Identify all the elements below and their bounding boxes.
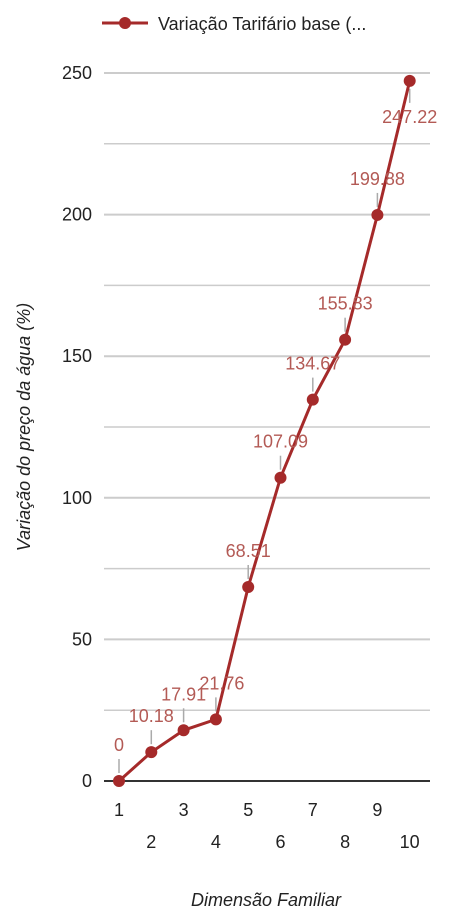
data-point[interactable] bbox=[371, 208, 384, 221]
data-label: 68.51 bbox=[226, 541, 271, 561]
y-tick-label: 100 bbox=[62, 488, 92, 508]
y-tick-label: 200 bbox=[62, 205, 92, 225]
y-tick-label: 50 bbox=[72, 629, 92, 649]
data-point[interactable] bbox=[306, 393, 319, 406]
data-label: 155.83 bbox=[318, 294, 373, 314]
x-axis-ticks: 1 2 3 4 5 6 7 8 9 10 bbox=[114, 800, 420, 852]
x-tick-label: 2 bbox=[146, 832, 156, 852]
series-points bbox=[113, 74, 416, 787]
x-tick-label: 3 bbox=[179, 800, 189, 820]
data-label: 107.09 bbox=[253, 432, 308, 452]
y-tick-label: 150 bbox=[62, 346, 92, 366]
x-tick-label: 5 bbox=[243, 800, 253, 820]
data-point[interactable] bbox=[339, 333, 352, 346]
label-leaders bbox=[118, 88, 411, 773]
x-tick-label: 8 bbox=[340, 832, 350, 852]
x-tick-label: 9 bbox=[372, 800, 382, 820]
data-label: 247.22 bbox=[382, 107, 437, 127]
x-tick-label: 1 bbox=[114, 800, 124, 820]
x-axis-title: Dimensão Familiar bbox=[191, 890, 342, 910]
legend-label: Variação Tarifário base (... bbox=[158, 14, 366, 34]
grid-lines bbox=[104, 72, 430, 711]
legend-marker-icon bbox=[119, 17, 131, 29]
y-tick-label: 0 bbox=[82, 771, 92, 791]
data-label: 199.88 bbox=[350, 169, 405, 189]
data-point[interactable] bbox=[403, 74, 416, 87]
y-tick-label: 250 bbox=[62, 63, 92, 83]
y-axis-ticks: 0 50 100 150 200 250 bbox=[62, 63, 92, 791]
series-line bbox=[118, 80, 412, 783]
x-tick-label: 4 bbox=[211, 832, 221, 852]
data-label: 10.18 bbox=[129, 706, 174, 726]
data-point[interactable] bbox=[113, 775, 125, 787]
data-point[interactable] bbox=[145, 746, 158, 759]
data-point[interactable] bbox=[274, 471, 287, 484]
data-label: 17.91 bbox=[161, 684, 206, 704]
data-label: 134.67 bbox=[285, 354, 340, 374]
y-axis-title: Variação do preço da água (%) bbox=[14, 303, 34, 551]
data-label: 21.76 bbox=[199, 673, 244, 693]
data-point[interactable] bbox=[209, 713, 222, 726]
legend[interactable]: Variação Tarifário base (... bbox=[102, 14, 366, 34]
x-tick-label: 6 bbox=[275, 832, 285, 852]
data-point[interactable] bbox=[177, 724, 190, 737]
data-label: 0 bbox=[114, 735, 124, 755]
x-tick-label: 10 bbox=[400, 832, 420, 852]
x-tick-label: 7 bbox=[308, 800, 318, 820]
data-point[interactable] bbox=[242, 580, 255, 593]
